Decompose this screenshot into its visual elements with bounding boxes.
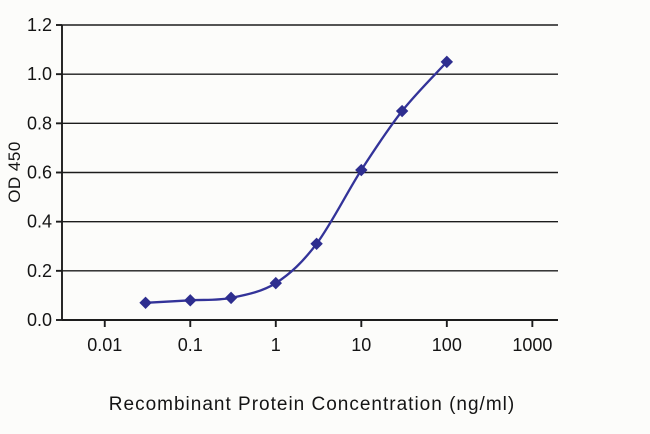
x-tick-label: 1 [271,335,281,355]
y-tick-label: 0.4 [27,212,52,232]
y-tick-label: 1.0 [27,64,52,84]
gridlines [62,24,558,272]
data-point-marker [395,104,409,118]
data-point-marker [224,291,238,305]
x-tick-label: 10 [351,335,371,355]
data-point-marker [139,296,152,309]
y-axis-title: OD 450 [5,141,24,203]
y-tick-label: 0.8 [27,113,52,133]
x-axis-title: Recombinant Protein Concentration (ng/ml… [109,394,515,415]
data-point-marker [269,276,283,290]
series-markers [139,55,454,309]
x-tick-label: 1000 [512,335,552,355]
data-point-marker [355,163,368,177]
y-tick-label: 1.2 [27,15,52,35]
data-point-marker [440,55,454,69]
x-tick-label: 100 [432,335,462,355]
x-tick-label: 0.1 [178,335,203,355]
y-tick-label: 0.6 [27,163,52,183]
data-point-marker [310,237,323,250]
series-line [145,61,448,304]
data-point-marker [184,294,197,307]
axes [56,24,558,327]
x-tick-label: 0.01 [87,335,122,355]
y-tick-label: 0.2 [27,261,52,281]
y-tick-label: 0.0 [27,310,52,330]
